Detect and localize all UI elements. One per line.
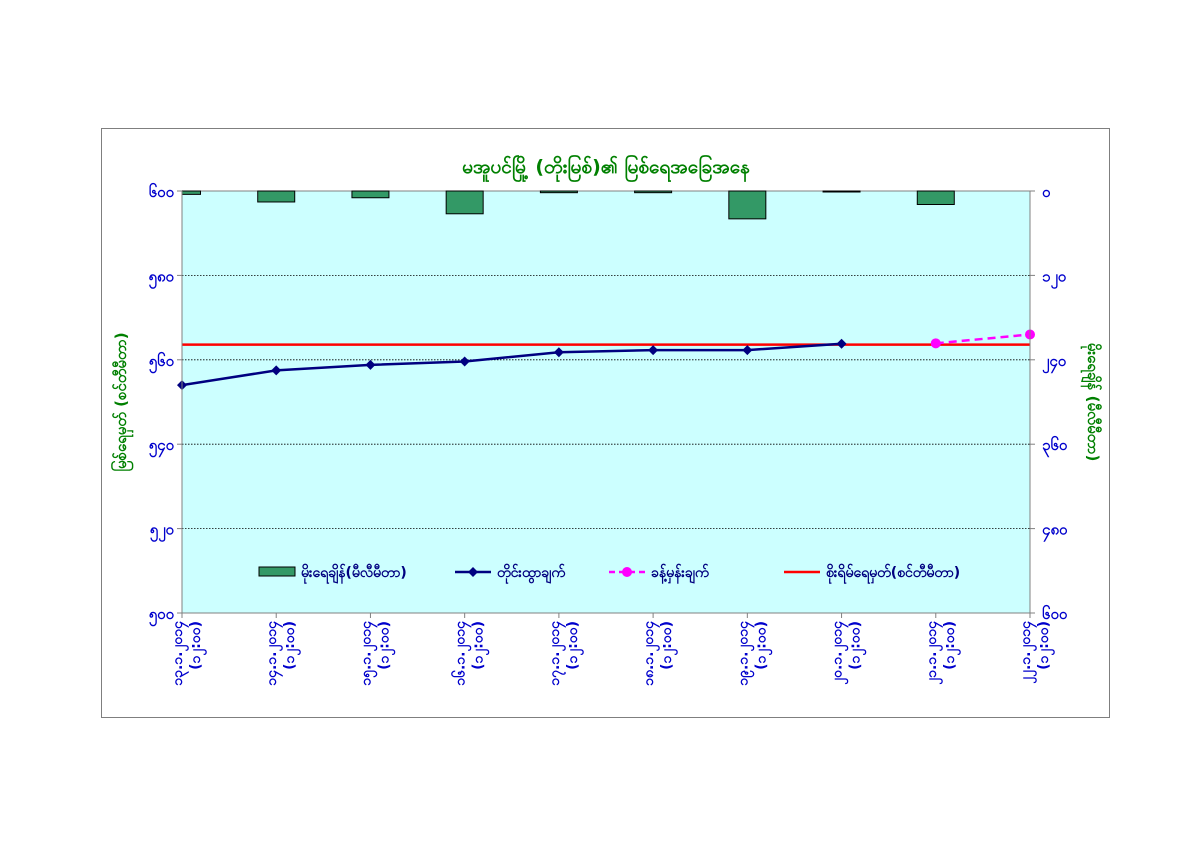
x-tick-label: ၁၄.၁.၂၀၁၄ (၁၂:၀၀) [264,621,301,686]
legend-label: တိုင်းထွာချက် [497,564,566,584]
y-axis-right-label: မိုးရေချိန် (မီလီမီတာ) [1080,343,1103,462]
x-tick-label-date: ၁၅.၁.၂၀၁၄ [358,621,377,686]
legend-item: စိုးရိမ်ရေမှတ်(စင်တီမီတာ) [784,564,960,584]
x-tick-label: ၁၆.၁.၂၀၁၄ (၁၂:၀၀) [452,621,490,686]
forecast-point [930,338,941,349]
y-right-tick-label: ၄၈၀ [1042,521,1068,543]
x-tick-label: ၁၉.၁.၂၀၁၄ (၁၂:၀၀) [735,621,772,686]
forecast-line [935,333,1031,345]
x-tick-label-time: (၁၂:၀၀) [659,621,678,670]
legend-label: မိုးရေချိန်(မီလီမီတာ) [301,564,407,584]
y-right-tick-label: ၀ [1042,183,1051,201]
x-tick-label: ၁၇.၁.၂၀၁၄ (၁၂:၀၀) [547,621,584,686]
y-left-tick-label: ၅၀၀ [149,605,175,627]
x-tick-label-date: ၁၃.၁.၂၀၁၄ [170,621,189,686]
x-tick-label-time: (၁၂:၀၀) [753,621,772,670]
x-tick-label: ၁၅.၁.၂၀၁၄ (၁၂:၀၀) [358,621,395,686]
rainfall-bar [728,190,767,220]
legend-item: မိုးရေချိန်(မီလီမီတာ) [258,564,407,584]
x-tick-label-time: (၁၂:၀၀) [848,621,867,670]
x-tick-label: ၂၂.၁.၂၀၁၄ (၁၂:၀၀) [1018,621,1055,684]
x-tick-label-time: (၁၂:၀၀) [942,621,961,670]
y-left-tick-label: ၅၆၀ [149,351,175,374]
legend-swatch-marker [622,567,632,577]
grid-lines [182,274,1030,530]
measured-point [648,345,659,356]
y-right-tick-label: ၂၄၀ [1042,352,1067,374]
x-tick-label-time: (၁၂:၀၀) [565,621,584,670]
legend-item: တိုင်းထွာချက် [455,564,566,584]
legend-swatch-bar [258,566,296,577]
rainfall-bar [634,190,673,194]
rainfall-bar [445,190,484,215]
y-right-tick-label: ၃၆၀ [1042,435,1068,458]
y-left-tick-label: ၅၄၀ [149,436,175,458]
x-tick-label-time: (၁၂:၀၀) [188,621,207,670]
legend-label: ခန့်မှန်းချက် [651,564,710,584]
rainfall-bars [181,190,955,220]
x-tick-label-date: ၁၄.၁.၂၀၁၄ [264,621,283,686]
measured-line [181,342,842,387]
x-tick-label: ၂၁.၁.၂၀၁၄ (၁၂:၀၀) [924,621,961,685]
legend-swatch-marker [468,567,478,577]
measured-point [365,359,376,370]
measured-point [271,365,282,376]
measured-point [553,347,564,358]
x-tick-label-date: ၁၆.၁.၂၀၁၄ [452,621,472,686]
measured-point [459,356,470,367]
chart-title: မအူပင်မြို့ (တိုးမြစ်)၏ မြစ်ရေအခြေအနေ [462,153,750,183]
x-tick-label-date: ၁၈.၁.၂၀၁၄ [641,621,660,686]
water-level-lines [177,329,1035,391]
y-right-tick-label: ၆၀၀ [1042,604,1068,623]
x-tick-label-date: ၂၀.၁.၂၀၁၄ [830,621,849,685]
x-tick-label-time: (၁၂:၀၀) [1036,621,1055,670]
x-tick-label-time: (၁၂:၀၀) [471,621,490,670]
rainfall-bar [257,190,296,203]
x-tick-label-date: ၁၉.၁.၂၀၁၄ [735,621,754,686]
plot-area [181,190,1031,614]
x-tick-label-time: (၁၂:၀၀) [282,621,301,670]
legend-item: ခန့်မှန်းချက် [609,564,710,584]
y-right-tick-label: ၁၂၀ [1042,267,1067,289]
x-tick-label-date: ၂၁.၁.၂၀၁၄ [924,621,943,685]
rainfall-bar [916,190,955,206]
x-tick-label: ၂၀.၁.၂၀၁၄ (၁၂:၀၀) [830,621,867,685]
rainfall-bar [351,190,390,199]
legend: မိုးရေချိန်(မီလီမီတာ) တိုင်းထွာချက် ခန့်မှ… [258,564,960,584]
rainfall-bar [539,190,578,194]
measured-point [742,345,753,356]
y-left-tick-label: ၆၀၀ [149,182,175,201]
rainfall-bar [181,190,201,195]
measured-point [836,338,847,349]
x-tick-label-time: (၁၂:၀၀) [376,621,395,670]
x-tick-label: ၁၃.၁.၂၀၁၄ (၁၂:၀၀) [170,621,207,686]
chart-frame: ၅၀၀ ၅၂၀ ၅၄၀ ၅၆၀ ၅၈၀ ၆၀၀၀၁၂၀ ၂၄၀ ၃၆၀ ၄၈၀ ၆၀၀ ၁၃.၁.၂… [101,128,1110,718]
rainfall-bar [822,190,861,193]
legend-label: စိုးရိမ်ရေမှတ်(စင်တီမီတာ) [826,564,960,584]
y-axis-left-label: မြစ်ရေမှတ် (စင်တီမီတာ) [110,332,134,471]
x-tick-label-date: ၁၇.၁.၂၀၁၄ [547,621,566,686]
x-tick-label-date: ၂၂.၁.၂၀၁၄ [1018,621,1037,684]
x-tick-label: ၁၈.၁.၂၀၁၄ (၁၂:၀၀) [641,621,678,686]
y-left-tick-label: ၅၈၀ [149,267,175,289]
y-left-tick-label: ၅၂၀ [150,521,175,543]
